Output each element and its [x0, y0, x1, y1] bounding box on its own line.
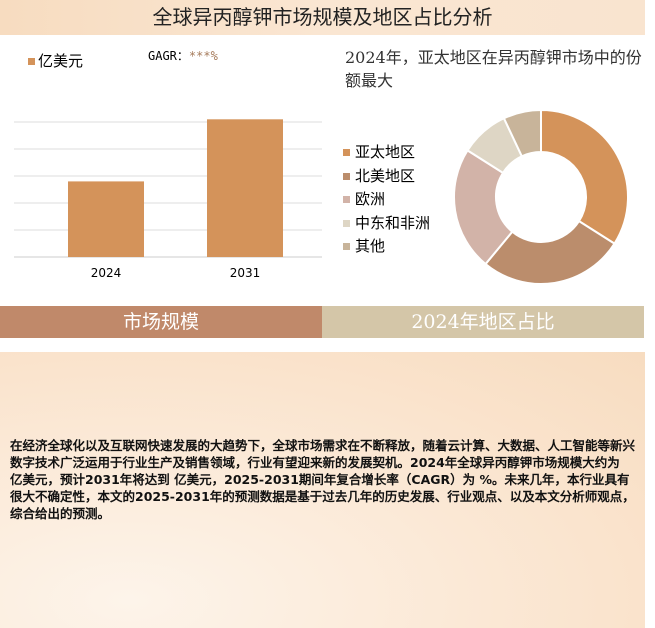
legend-swatch — [343, 243, 350, 250]
description-panel: 在经济全球化以及互联网快速发展的大趋势下，全球市场需求在不断释放，随着云计算、大… — [0, 352, 645, 628]
legend-swatch — [28, 58, 35, 65]
x-tick-label: 2031 — [230, 266, 261, 280]
pie-legend: 亚太地区北美地区欧洲中东和非洲其他 — [343, 141, 430, 259]
cagr-label: GAGR：***% — [148, 47, 218, 64]
slice-亚太地区 — [540, 108, 629, 245]
description-text: 在经济全球化以及互联网快速发展的大趋势下，全球市场需求在不断释放，随着云计算、大… — [10, 438, 636, 521]
legend-label: 中东和非洲 — [355, 213, 431, 232]
cagr-value: ***% — [188, 49, 218, 63]
bar-chart: 2024 2031 — [14, 119, 322, 280]
legend-swatch — [343, 196, 350, 203]
donut-chart — [453, 108, 629, 285]
bar-legend: 亿美元 — [28, 50, 83, 71]
legend-swatch — [343, 219, 350, 227]
tab-region-share[interactable]: 2024年地区占比 — [322, 306, 644, 338]
bar-2031 — [207, 119, 283, 257]
bar-2024 — [68, 181, 144, 257]
pie-title: 2024年，亚太地区在异丙醇钾市场中的份额最大 — [345, 48, 642, 90]
x-tick-label: 2024 — [91, 266, 122, 280]
slice-欧洲 — [453, 149, 514, 266]
legend-swatch — [343, 149, 350, 156]
legend-label: 欧洲 — [355, 190, 386, 208]
slice-北美地区 — [484, 219, 616, 285]
slice-其他 — [502, 108, 542, 158]
legend-item: 北美地区 — [343, 165, 430, 189]
page-title: 全球异丙醇钾市场规模及地区占比分析 — [0, 0, 645, 35]
legend-label: 亚太地区 — [355, 143, 416, 161]
legend-item: 欧洲 — [343, 188, 430, 212]
legend-swatch — [343, 172, 350, 180]
legend-item: 其他 — [343, 235, 430, 259]
legend-item: 中东和非洲 — [343, 212, 430, 236]
cagr-text: GAGR： — [148, 49, 189, 63]
legend-label: 其他 — [355, 237, 386, 255]
tab-market-size[interactable]: 市场规模 — [0, 306, 322, 338]
legend-item: 亚太地区 — [343, 141, 430, 165]
legend-label: 北美地区 — [355, 166, 416, 185]
legend-label: 亿美元 — [38, 52, 84, 70]
